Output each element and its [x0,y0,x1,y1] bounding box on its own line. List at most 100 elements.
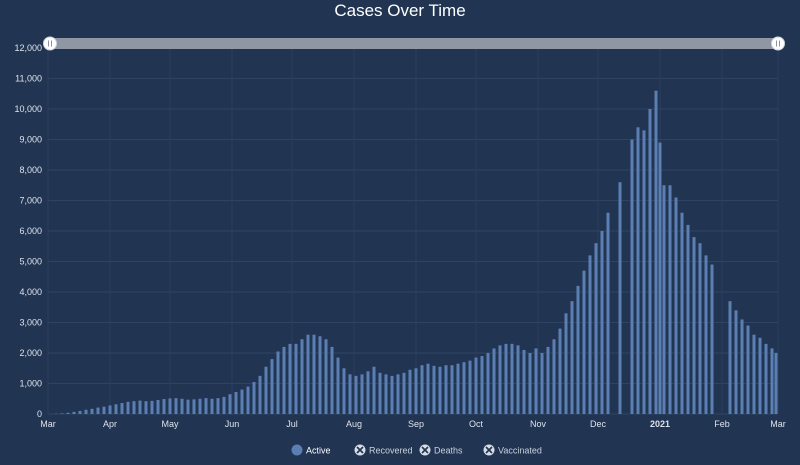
bar [540,353,544,414]
bar [348,374,352,414]
bar [252,381,256,414]
bar [390,375,394,414]
bar [66,412,70,414]
bar [654,90,658,414]
bar [216,398,220,414]
legend-marker-active[interactable] [291,444,303,456]
y-axis: 0 1,000 2,000 3,000 4,000 5,000 6,000 7,000 8,00… [14,43,42,419]
bar [168,398,172,414]
legend-disabled-x-icon [421,446,429,454]
bar [630,139,634,414]
bar [758,337,762,414]
bar [372,366,376,414]
legend-label-active[interactable]: Active [306,446,331,456]
bar [588,255,592,414]
range-scrollbar[interactable] [43,36,785,51]
y-tick-label: 11,000 [15,74,42,84]
legend-disabled-x-icon [485,446,493,454]
bar [312,334,316,414]
bar [342,368,346,414]
bar [420,365,424,414]
bar [150,400,154,414]
bar [674,197,678,414]
y-tick-label: 1,000 [19,379,42,389]
bar [606,212,610,414]
bar [84,409,88,414]
bar [138,400,142,414]
bar [752,334,756,414]
bar [504,343,508,414]
bar [258,375,262,414]
x-tick-label: May [161,419,179,429]
scrollbar-right-handle[interactable] [771,36,785,51]
bar [734,310,738,414]
bar [228,394,232,414]
bar [90,408,94,414]
y-tick-label: 4,000 [19,287,42,297]
bar [180,398,184,414]
y-tick-label: 8,000 [19,165,42,175]
bar [270,359,274,414]
bar [558,328,562,414]
bar [770,348,774,414]
y-tick-label: 9,000 [19,135,42,145]
bar [576,285,580,414]
bar [480,356,484,414]
bar [432,365,436,414]
legend-disabled-x-icon [356,446,364,454]
x-tick-label: Mar [40,419,56,429]
bar [648,109,652,414]
bar [330,346,334,414]
bar [126,401,130,414]
scrollbar-left-handle[interactable] [43,36,57,51]
y-tick-label: 2,000 [19,348,42,358]
legend-label-vaccinated[interactable]: Vaccinated [498,446,542,456]
bar [294,343,298,414]
bar [114,404,118,414]
bar [450,365,454,414]
bar [414,368,418,414]
bar [486,353,490,414]
bar [686,224,690,414]
scrollbar-track[interactable] [50,38,778,49]
bar [300,339,304,414]
bar [306,334,310,414]
x-tick-label: Nov [530,419,547,429]
y-tick-label: 12,000 [14,43,42,53]
bar [570,301,574,414]
bar [264,366,268,414]
bars-series-active [54,90,778,415]
y-tick-label: 6,000 [19,226,42,236]
bar [324,339,328,414]
bar [234,392,238,414]
bar [186,399,190,414]
bar [668,185,672,414]
bar [600,231,604,414]
bar [462,362,466,414]
bar [276,351,280,414]
bar [498,345,502,414]
legend-label-recovered[interactable]: Recovered [369,446,413,456]
bar [408,369,412,414]
bar [336,357,340,414]
y-tick-label: 3,000 [19,318,42,328]
bar [246,386,250,414]
bar [318,336,322,414]
y-tick-label: 0 [37,409,42,419]
bar [546,346,550,414]
bar [534,348,538,414]
bar [108,405,112,414]
bar [162,399,166,414]
x-tick-label: Aug [346,419,362,429]
bar [764,343,768,414]
legend-label-deaths[interactable]: Deaths [434,446,463,456]
bar [438,366,442,414]
x-axis: Mar Apr May Jun Jul Aug Sep Oct Nov Dec 2021 Feb Mar [40,419,786,429]
bar [516,345,520,414]
bar [60,413,64,414]
bar [594,243,598,414]
x-tick-label: 2021 [650,419,670,429]
bar [680,212,684,414]
bar [222,396,226,414]
bar [102,406,106,414]
